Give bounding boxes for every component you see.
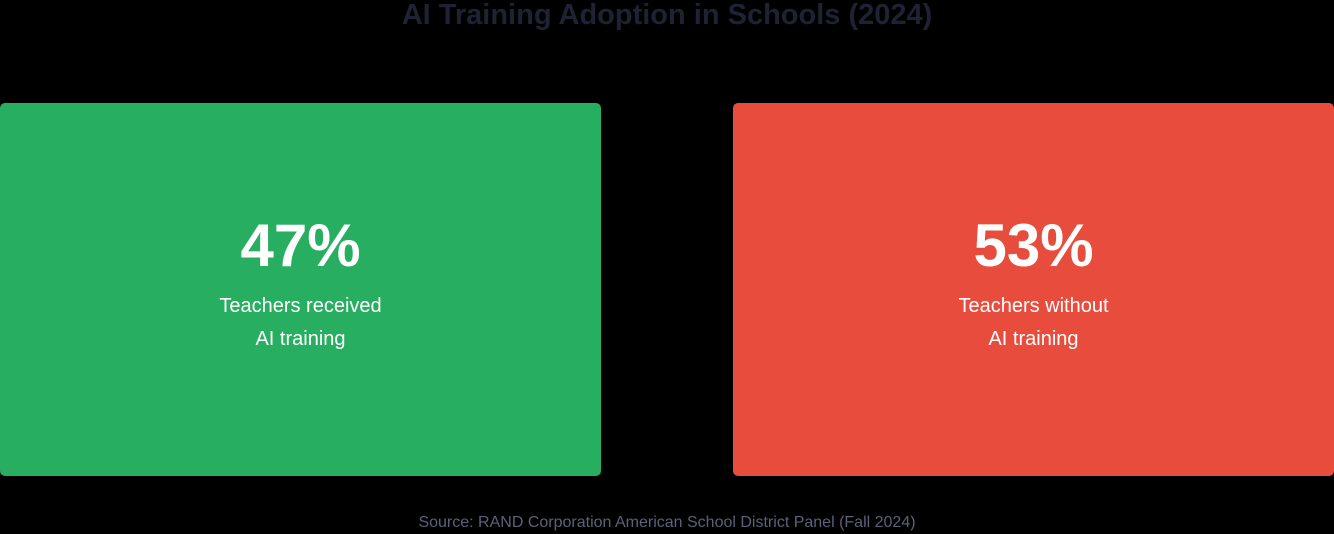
stat-label: Teachers without AI training: [958, 290, 1108, 356]
chart-title: AI Training Adoption in Schools (2024): [401, 0, 933, 31]
stat-value: 53%: [973, 211, 1094, 279]
stat-label-line1: Teachers without: [958, 294, 1109, 317]
stat-label-line1: Teachers received: [219, 294, 382, 317]
stat-label: Teachers received AI training: [219, 290, 381, 356]
stat-label-line2: AI training: [988, 327, 1079, 350]
stat-card-without-training: 53% Teachers without AI training: [733, 103, 1334, 476]
stat-label-line2: AI training: [255, 327, 346, 350]
source-note: Source: RAND Corporation American School…: [418, 514, 916, 531]
stat-card-with-training: 47% Teachers received AI training: [0, 103, 601, 476]
stat-value: 47%: [240, 211, 361, 279]
